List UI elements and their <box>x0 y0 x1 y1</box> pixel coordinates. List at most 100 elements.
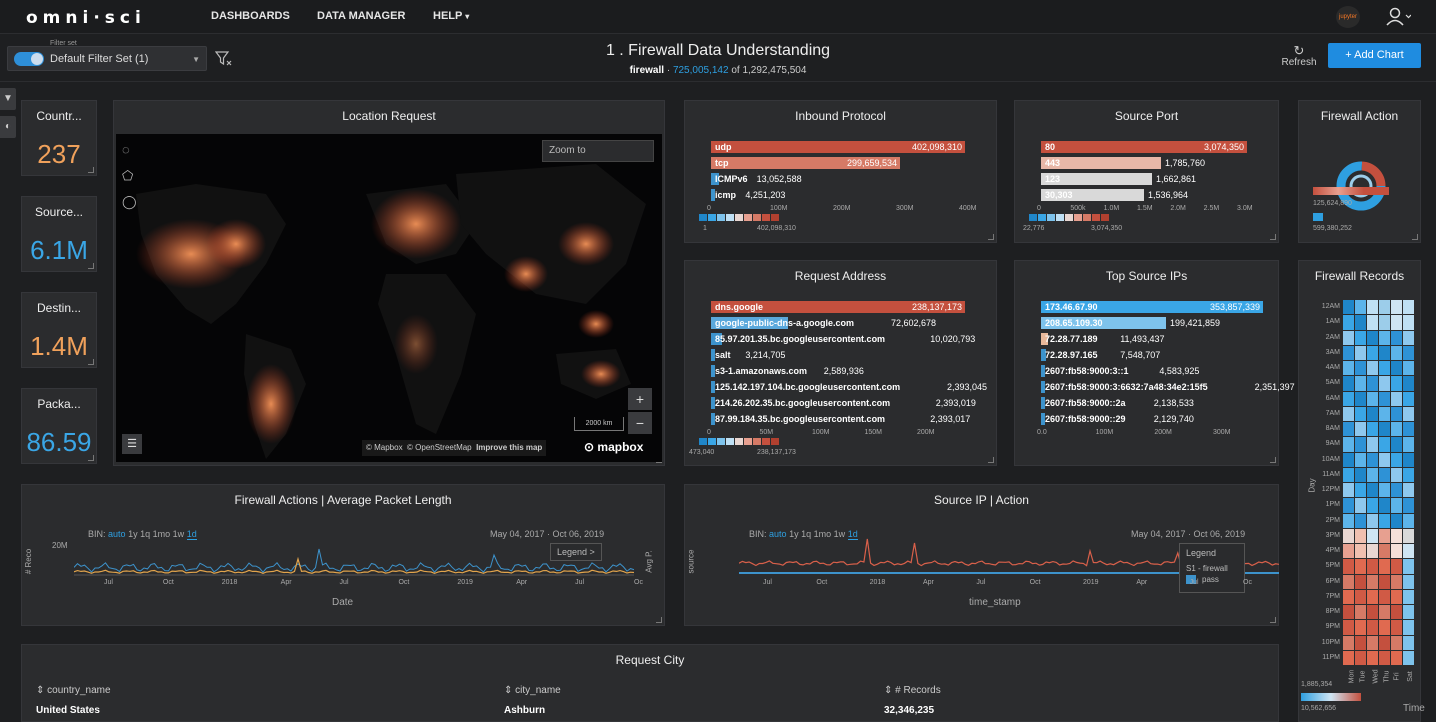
map-legend-button[interactable]: ☰ <box>122 434 142 454</box>
bar-row[interactable]: google-public-dns-a.google.com 72,602,678 <box>711 317 965 329</box>
heatmap-cell[interactable] <box>1355 391 1366 406</box>
heatmap-cell[interactable] <box>1391 391 1402 406</box>
bar-row[interactable]: udp 402,098,310 <box>711 141 965 153</box>
heatmap-cell[interactable] <box>1403 361 1414 376</box>
column-header-records[interactable]: ⇕ # Records <box>884 685 941 696</box>
heatmap-cell[interactable] <box>1403 483 1414 498</box>
bin-auto[interactable]: auto <box>769 529 787 539</box>
heatmap-cell[interactable] <box>1403 391 1414 406</box>
jupyter-icon[interactable]: jupyter <box>1336 6 1360 28</box>
bin-1d[interactable]: 1d <box>847 529 858 540</box>
refresh-button[interactable]: ↻ Refresh <box>1276 44 1322 68</box>
heatmap-cell[interactable] <box>1367 467 1378 482</box>
zoom-out-button[interactable]: − <box>628 412 652 434</box>
heatmap-cell[interactable] <box>1343 300 1354 315</box>
heatmap-cell[interactable] <box>1343 635 1354 650</box>
heatmap-cell[interactable] <box>1391 650 1402 665</box>
resize-handle[interactable] <box>988 234 994 240</box>
table-cell[interactable]: Ashburn <box>504 705 546 716</box>
resize-handle[interactable] <box>88 455 94 461</box>
heatmap-cell[interactable] <box>1403 620 1414 635</box>
heatmap-cell[interactable] <box>1403 574 1414 589</box>
bar-row[interactable]: 87.99.184.35.bc.googleusercontent.com 2,3… <box>711 413 970 425</box>
heatmap-cell[interactable] <box>1367 635 1378 650</box>
heatmap-grid[interactable] <box>1343 300 1415 666</box>
heatmap-cell[interactable] <box>1403 650 1414 665</box>
bin-1d[interactable]: 1d <box>186 529 197 540</box>
heatmap-cell[interactable] <box>1391 330 1402 345</box>
heatmap-cell[interactable] <box>1379 528 1390 543</box>
bar-row[interactable]: 173.46.67.90 353,857,339 <box>1041 301 1263 313</box>
bar-row[interactable]: 72.28.97.165 7,548,707 <box>1041 349 1263 361</box>
heatmap-cell[interactable] <box>1355 544 1366 559</box>
heatmap-cell[interactable] <box>1391 467 1402 482</box>
heatmap-cell[interactable] <box>1367 300 1378 315</box>
bin-auto[interactable]: auto <box>108 529 126 539</box>
bar-row[interactable]: dns.google 238,137,173 <box>711 301 965 313</box>
bar-row[interactable]: 80 3,074,350 <box>1041 141 1247 153</box>
heatmap-cell[interactable] <box>1343 650 1354 665</box>
bar-row[interactable]: 123 1,662,861 <box>1041 173 1247 185</box>
heatmap-cell[interactable] <box>1367 589 1378 604</box>
heatmap-cell[interactable] <box>1367 513 1378 528</box>
bin-1y[interactable]: 1y <box>789 529 799 539</box>
heatmap-cell[interactable] <box>1379 452 1390 467</box>
heatmap-cell[interactable] <box>1355 635 1366 650</box>
heatmap-cell[interactable] <box>1355 559 1366 574</box>
heatmap-cell[interactable] <box>1343 544 1354 559</box>
heatmap-cell[interactable] <box>1403 300 1414 315</box>
attribution-mapbox[interactable]: © Mapbox <box>366 443 403 452</box>
bar-row[interactable]: salt 3,214,705 <box>711 349 965 361</box>
table-cell[interactable]: 32,346,235 <box>884 705 935 716</box>
nav-data-manager[interactable]: DATA MANAGER <box>317 10 406 22</box>
heatmap-cell[interactable] <box>1355 422 1366 437</box>
heatmap-cell[interactable] <box>1391 300 1402 315</box>
heatmap-cell[interactable] <box>1403 513 1414 528</box>
heatmap-cell[interactable] <box>1379 620 1390 635</box>
heatmap-cell[interactable] <box>1343 559 1354 574</box>
resize-handle[interactable] <box>88 359 94 365</box>
heatmap-cell[interactable] <box>1367 544 1378 559</box>
heatmap-cell[interactable] <box>1343 330 1354 345</box>
heatmap-cell[interactable] <box>1367 483 1378 498</box>
kpi-sources[interactable]: Source... 6.1M <box>21 196 97 272</box>
bar-row[interactable]: 443 1,785,760 <box>1041 157 1247 169</box>
heatmap-cell[interactable] <box>1343 345 1354 360</box>
heatmap-cell[interactable] <box>1403 589 1414 604</box>
heatmap-cell[interactable] <box>1343 437 1354 452</box>
heatmap-cell[interactable] <box>1379 498 1390 513</box>
heatmap-cell[interactable] <box>1355 483 1366 498</box>
bar-row[interactable]: 2607:fb58:9000::2a 2,138,533 <box>1041 397 1263 409</box>
heatmap-cell[interactable] <box>1379 422 1390 437</box>
heatmap-cell[interactable] <box>1391 589 1402 604</box>
heatmap-cell[interactable] <box>1367 330 1378 345</box>
bin-1mo[interactable]: 1mo <box>152 529 171 539</box>
improve-map-link[interactable]: Improve this map <box>476 443 543 452</box>
heatmap-cell[interactable] <box>1367 620 1378 635</box>
heatmap-cell[interactable] <box>1403 528 1414 543</box>
heatmap-cell[interactable] <box>1355 513 1366 528</box>
bar-row[interactable]: 214.26.202.35.bc.googleusercontent.com 2,… <box>711 397 976 409</box>
bar-row[interactable]: 72.28.77.189 11,493,437 <box>1041 333 1263 345</box>
heatmap-cell[interactable] <box>1403 452 1414 467</box>
filter-icon[interactable]: ▼ <box>0 88 16 110</box>
heatmap-cell[interactable] <box>1379 635 1390 650</box>
bar-row[interactable]: tcp 299,659,534 <box>711 157 965 169</box>
heatmap-cell[interactable] <box>1367 437 1378 452</box>
heatmap-cell[interactable] <box>1367 498 1378 513</box>
heatmap-cell[interactable] <box>1343 620 1354 635</box>
heatmap-cell[interactable] <box>1343 498 1354 513</box>
column-header-city[interactable]: ⇕ city_name <box>504 685 561 696</box>
heatmap-cell[interactable] <box>1343 574 1354 589</box>
heatmap-cell[interactable] <box>1343 452 1354 467</box>
omnisci-logo[interactable]: omni·sci <box>26 8 146 28</box>
heatmap-cell[interactable] <box>1391 635 1402 650</box>
nav-dashboards[interactable]: DASHBOARDS <box>211 10 290 22</box>
heatmap-cell[interactable] <box>1343 467 1354 482</box>
heatmap-cell[interactable] <box>1391 605 1402 620</box>
heatmap-cell[interactable] <box>1355 345 1366 360</box>
heatmap-cell[interactable] <box>1379 589 1390 604</box>
resize-handle[interactable] <box>988 457 994 463</box>
heatmap-cell[interactable] <box>1391 315 1402 330</box>
heatmap-cell[interactable] <box>1367 528 1378 543</box>
